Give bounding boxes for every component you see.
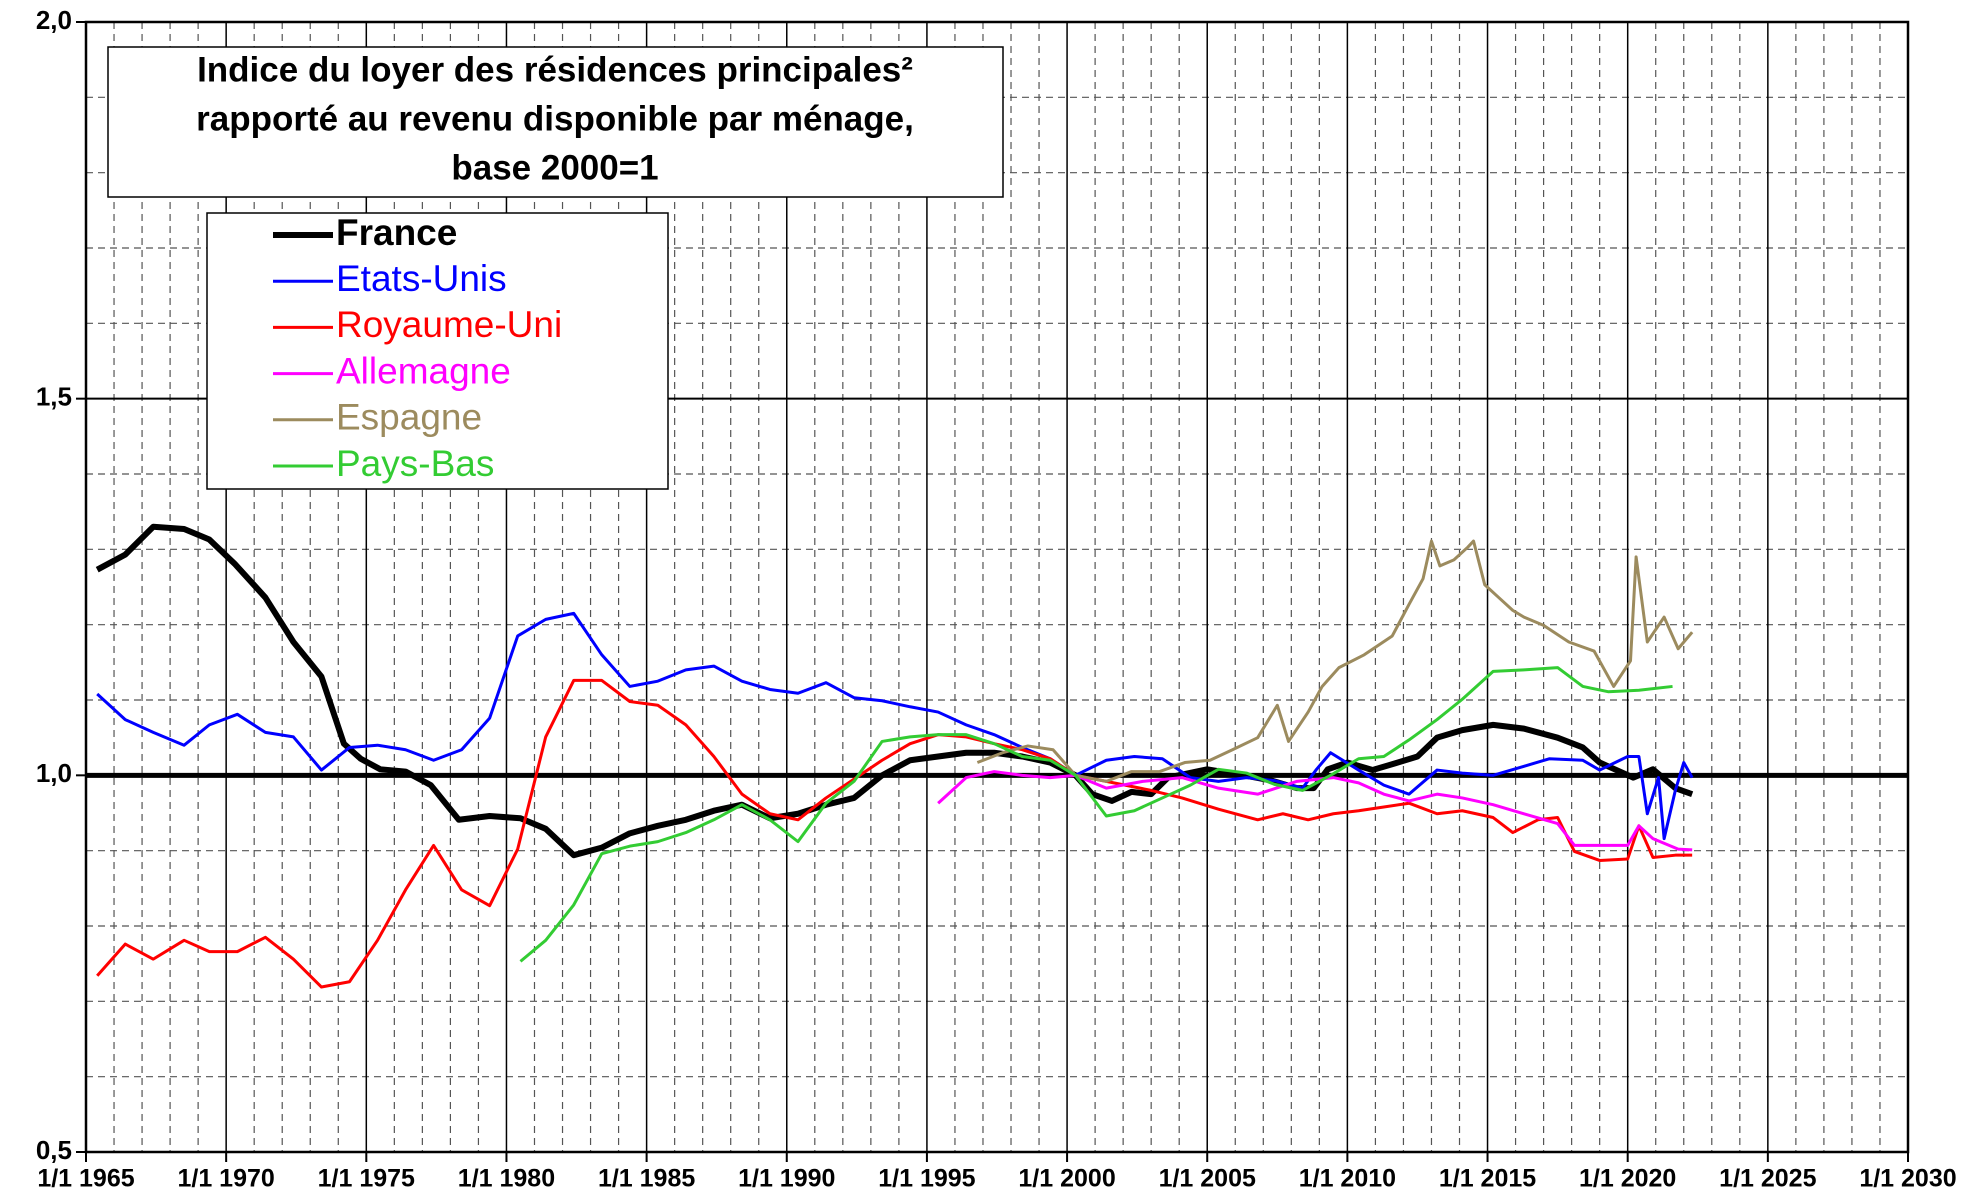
x-tick-label: 1/1 2020 [1579,1165,1676,1193]
x-tick-label: 1/1 2030 [1859,1165,1956,1193]
x-tick-label: 1/1 2015 [1439,1165,1536,1193]
x-tick-label: 1/1 1985 [598,1165,695,1193]
y-tick-label: 1,5 [36,382,72,412]
y-tick-label: 0,5 [36,1135,72,1165]
legend-label: Espagne [336,397,482,438]
title-frame [107,46,1004,198]
plot-frame [84,20,1910,1154]
x-tick-label: 1/1 2010 [1299,1165,1396,1193]
x-tick-label: 1/1 1975 [318,1165,415,1193]
x-tick-label: 1/1 1980 [458,1165,555,1193]
legend: France Etats-Unis Royaume-Uni Allemagne Espa… [206,212,669,490]
legend-label: Royaume-Uni [336,304,562,345]
x-tick-label: 1/1 1990 [738,1165,835,1193]
series-line [96,678,1693,989]
series-line [976,539,1694,783]
chart-title: Indice du loyer des résidences principal… [197,50,913,89]
x-tick-label: 1/1 1970 [177,1165,274,1193]
lines [95,523,1694,989]
x-tick-label: 1/1 1995 [878,1165,975,1193]
legend-label: Allemagne [336,350,511,391]
legend-label: Etats-Unis [336,258,507,299]
series-line [937,770,1693,852]
x-tick-label: 1/1 2000 [1018,1165,1115,1193]
x-tick-label: 1/1 2005 [1159,1165,1256,1193]
legend-label: France [336,212,457,253]
series-line [96,611,1694,841]
chart-title: rapporté au revenu disponible par ménage… [196,99,914,138]
x-tick-label: 1/1 2025 [1719,1165,1816,1193]
series-line [95,523,1694,859]
legend-frame [206,212,669,490]
y-tick-label: 1,0 [36,758,72,788]
legend-label: Pays-Bas [336,443,494,484]
x-tick-label: 1/1 1965 [37,1165,134,1193]
series-line [519,666,1673,963]
axes: 1/1 1965 1/1 1970 1/1 1975 1/1 1980 1/1 1985… [36,5,1957,1193]
chart-title: base 2000=1 [451,148,658,187]
y-tick-label: 2,0 [36,5,72,35]
title-box: Indice du loyer des résidences principal… [107,46,1004,198]
